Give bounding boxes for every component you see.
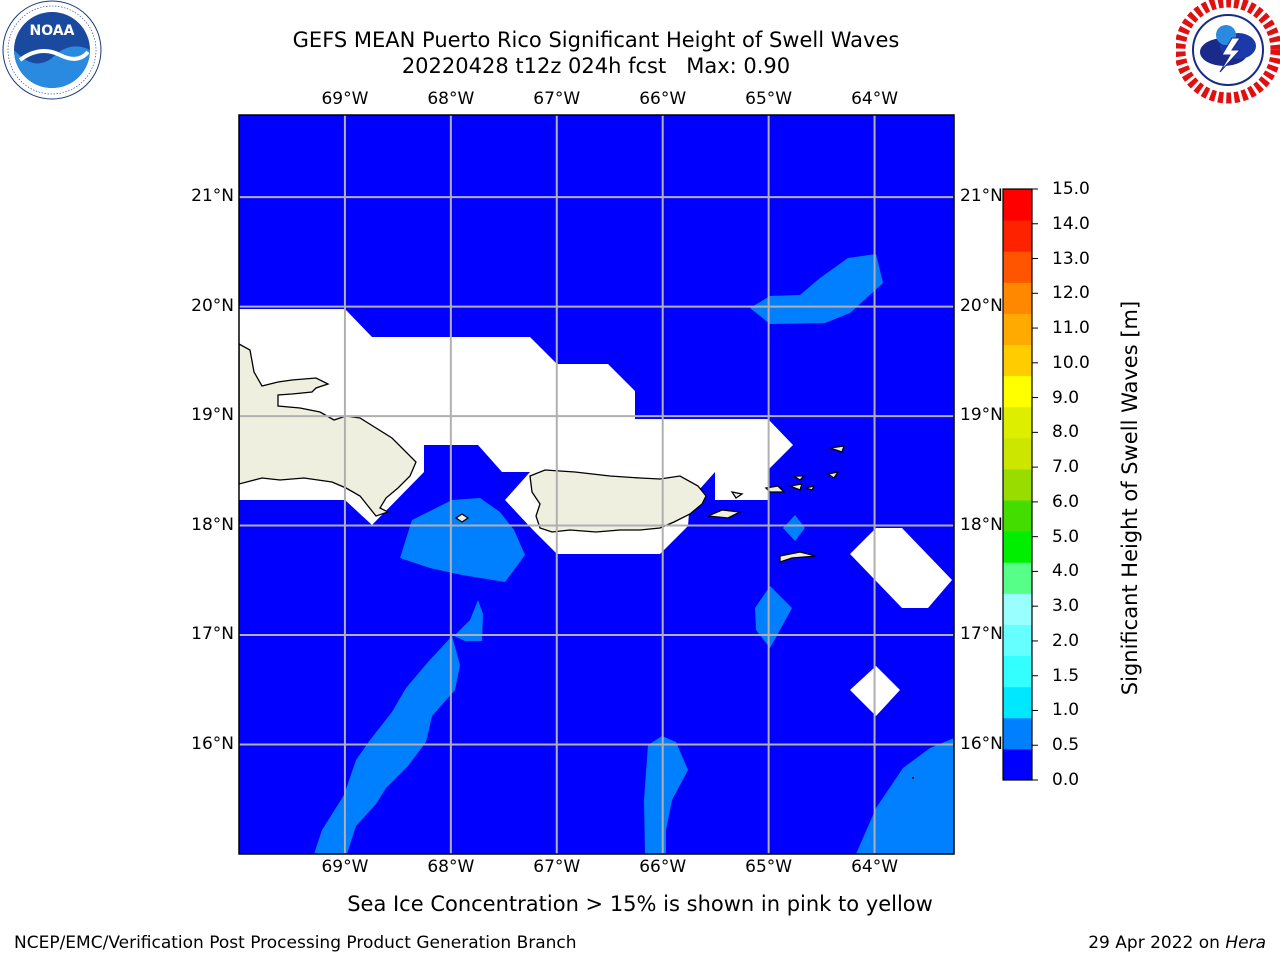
lon-tick-label: 68°W [427, 857, 475, 877]
colorbar-level-label: 14.0 [1052, 213, 1090, 234]
colorbar-level-label: 2.0 [1052, 630, 1080, 651]
footer-host: Hera [1225, 933, 1266, 953]
lat-tick-label: 20°N [960, 295, 1003, 316]
map-area [239, 115, 954, 854]
lat-tick-label: 17°N [191, 624, 234, 645]
colorbar-bin [1003, 251, 1032, 283]
lat-tick-label: 19°N [191, 405, 234, 426]
lon-tick-label: 67°W [533, 89, 581, 109]
lon-tick-label: 64°W [851, 89, 899, 109]
footer-date-text: 29 Apr 2022 on [1088, 933, 1226, 953]
lon-tick-label: 66°W [639, 89, 687, 109]
colorbar-bin [1003, 437, 1032, 470]
colorbar-level-label: 15.0 [1052, 179, 1090, 199]
lon-tick-label: 66°W [639, 857, 687, 877]
colorbar-bin [1003, 717, 1032, 750]
colorbar-bin [1003, 282, 1032, 314]
lat-tick-label: 17°N [960, 624, 1003, 645]
lon-tick-label: 67°W [533, 857, 581, 877]
colorbar-bin [1003, 189, 1032, 221]
lat-tick-label: 21°N [960, 186, 1003, 207]
colorbar-level-label: 8.0 [1052, 422, 1080, 443]
footer-date: 29 Apr 2022 on Hera [1088, 932, 1266, 954]
colorbar-level-label: 1.5 [1052, 665, 1080, 686]
colorbar-level-label: 13.0 [1052, 248, 1090, 269]
chart-subtitle: 20220428 t12z 024h fcst Max: 0.90 [401, 54, 791, 78]
lat-tick-label: 18°N [191, 514, 234, 535]
colorbar-level-label: 0.5 [1052, 735, 1080, 756]
lon-tick-label: 64°W [851, 857, 899, 877]
colorbar-bin [1003, 375, 1032, 408]
colorbar-level-label: 7.0 [1052, 457, 1080, 478]
colorbar-bin [1003, 624, 1032, 657]
footer-branch: NCEP/EMC/Verification Post Processing Pr… [14, 933, 577, 953]
lon-tick-label: 65°W [745, 857, 793, 877]
lat-tick-label: 16°N [191, 733, 234, 754]
colorbar-level-label: 5.0 [1052, 526, 1080, 547]
colorbar-bin [1003, 531, 1032, 563]
lat-tick-label: 18°N [960, 514, 1003, 535]
colorbar-level-label: 11.0 [1052, 318, 1090, 339]
lat-tick-label: 21°N [191, 186, 234, 207]
nws-logo [1176, 0, 1280, 104]
colorbar-bin [1003, 468, 1032, 501]
chart-title: GEFS MEAN Puerto Rico Significant Height… [292, 28, 900, 52]
colorbar-level-label: 12.0 [1052, 283, 1090, 304]
lat-tick-label: 19°N [960, 405, 1003, 426]
colorbar-bin [1003, 686, 1032, 719]
noaa-logo: NOAA [2, 0, 102, 100]
colorbar-bin [1003, 500, 1032, 532]
colorbar-bin [1003, 406, 1032, 439]
colorbar [1003, 188, 1038, 781]
colorbar-bin [1003, 593, 1032, 625]
small-island [912, 777, 914, 779]
lat-tick-label: 16°N [960, 733, 1003, 754]
colorbar-bin [1003, 748, 1032, 781]
colorbar-level-label: 3.0 [1052, 596, 1080, 617]
colorbar-level-label: 10.0 [1052, 352, 1090, 373]
lon-tick-label: 68°W [427, 89, 475, 109]
lat-tick-label: 20°N [191, 295, 234, 316]
hispaniola-land [239, 343, 417, 517]
colorbar-bin [1003, 655, 1032, 688]
colorbar-bin [1003, 220, 1032, 252]
colorbar-bin [1003, 313, 1032, 346]
colorbar-level-label: 0.0 [1052, 770, 1080, 790]
sea-ice-caption: Sea Ice Concentration > 15% is shown in … [347, 892, 933, 916]
colorbar-bin [1003, 562, 1032, 594]
lon-tick-label: 69°W [321, 89, 369, 109]
lon-tick-label: 69°W [321, 857, 369, 877]
colorbar-level-label: 4.0 [1052, 561, 1080, 582]
map-gridlines [239, 115, 954, 854]
colorbar-level-label: 6.0 [1052, 491, 1080, 512]
colorbar-title: Significant Height of Swell Waves [m] [1118, 300, 1142, 696]
colorbar-frame [1002, 188, 1033, 781]
noaa-logo-text: NOAA [30, 23, 75, 39]
map-frame [238, 114, 955, 855]
colorbar-level-label: 9.0 [1052, 387, 1080, 408]
colorbar-level-label: 1.0 [1052, 700, 1080, 721]
colorbar-bin [1003, 344, 1032, 377]
lon-tick-label: 65°W [745, 89, 793, 109]
